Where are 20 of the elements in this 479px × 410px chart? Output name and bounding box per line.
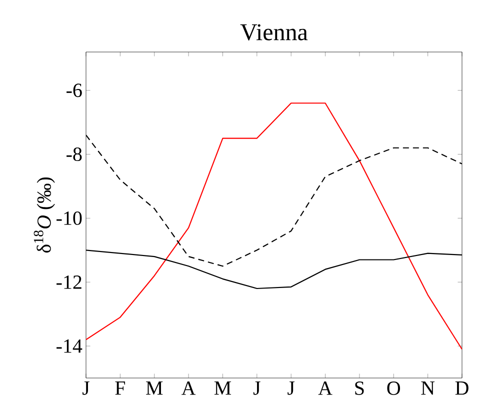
y-tick-label: -6	[66, 84, 82, 98]
x-tick-label: F	[115, 382, 126, 395]
x-tick-label: J	[288, 382, 295, 395]
x-tick-label: J	[253, 382, 260, 395]
x-tick-label: J	[82, 382, 90, 395]
y-axis-title: δ$^{18}$O (‰)	[34, 178, 55, 253]
y-tick-label: -14	[56, 339, 82, 353]
x-tick-label: A	[318, 382, 332, 395]
x-tick-label: D	[455, 382, 468, 395]
y-tick-label: -12	[56, 276, 82, 289]
x-tick-label: S	[355, 382, 364, 395]
x-tick-label: A	[182, 382, 196, 395]
y-tick-label: -8	[66, 148, 82, 162]
y-tick-label: -10	[56, 211, 82, 225]
chart-title: Vienna	[240, 24, 308, 40]
x-tick-label: N	[421, 382, 435, 395]
x-tick-label: O	[387, 382, 400, 395]
line-series	[86, 102, 462, 350]
x-tick-label: M	[214, 382, 232, 395]
x-tick-label: M	[146, 382, 163, 395]
